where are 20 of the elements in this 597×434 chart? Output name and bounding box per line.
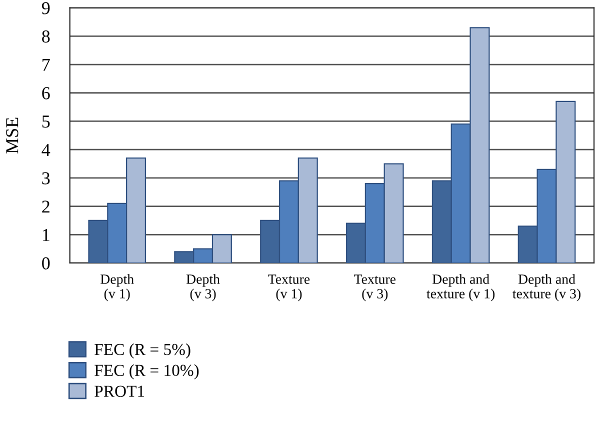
y-tick-label: 1 xyxy=(42,228,50,241)
y-tick-label: 4 xyxy=(42,144,50,156)
legend-label: FEC (R = 10%) xyxy=(94,364,199,380)
x-tick-label: Depth and texture (v 1) xyxy=(426,274,495,302)
y-tick-label: 9 xyxy=(42,2,50,14)
x-tick-label: Depth (v 1) xyxy=(100,274,134,302)
y-tick-label: 8 xyxy=(42,30,50,43)
y-tick-label: 7 xyxy=(42,58,50,71)
x-tick-label: Depth and texture (v 3) xyxy=(512,274,580,302)
x-tick-label: Depth (v 3) xyxy=(186,274,220,302)
y-tick-label: 5 xyxy=(42,116,50,128)
y-tick-label: 2 xyxy=(42,200,50,213)
legend-label: FEC (R = 5%) xyxy=(94,343,190,359)
y-tick-label: 0 xyxy=(42,257,50,270)
legend-label: PROT1 xyxy=(94,386,144,397)
y-axis-title: MSE xyxy=(6,118,18,154)
x-tick-label: Texture (v 1) xyxy=(268,274,310,302)
y-tick-label: 6 xyxy=(42,87,50,100)
y-tick-label: 3 xyxy=(42,172,50,184)
x-tick-label: Texture (v 3) xyxy=(354,274,396,302)
